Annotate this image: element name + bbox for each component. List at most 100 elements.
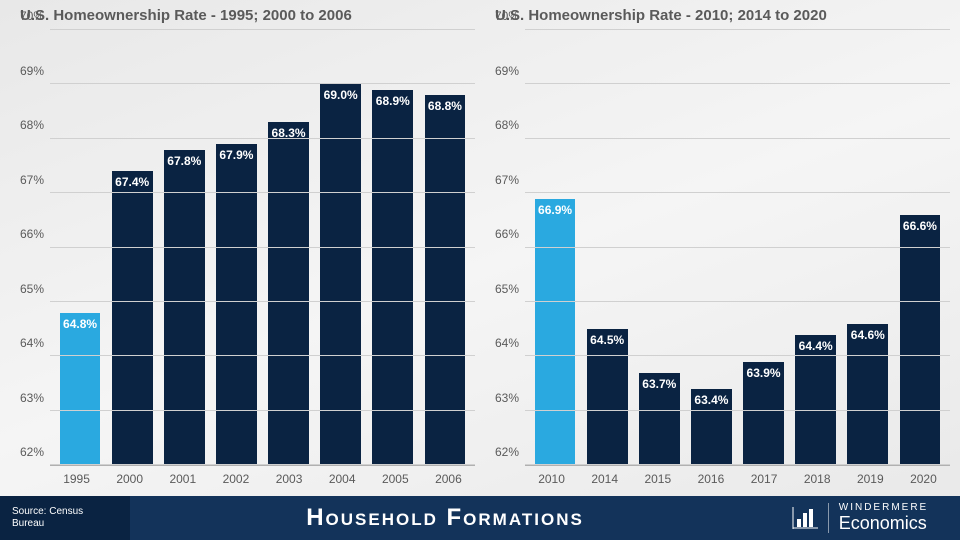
chart-right-bars-area: 66.9% 64.5% 63.7% 63.4% 63.9%64.4% 64.6% 66.6% bbox=[525, 30, 950, 466]
bar-slot: 69.0% bbox=[315, 30, 367, 465]
bar-value-label: 68.9% bbox=[376, 94, 410, 108]
y-tick-label: 63% bbox=[495, 391, 519, 405]
y-tick-label: 69% bbox=[495, 64, 519, 78]
y-tick-label: 64% bbox=[20, 336, 44, 350]
bar: 67.8% bbox=[164, 150, 205, 465]
bar-slot: 67.9% bbox=[210, 30, 262, 465]
x-tick-label: 2000 bbox=[103, 466, 156, 496]
chart-left-x-axis: 19952000200120022003200420052006 bbox=[10, 466, 475, 496]
y-tick-label: 70% bbox=[20, 9, 44, 23]
bar-value-label: 69.0% bbox=[324, 88, 358, 102]
x-tick-label: 2010 bbox=[525, 466, 578, 496]
x-tick-label: 1995 bbox=[50, 466, 103, 496]
bar-slot: 63.7% bbox=[633, 30, 685, 465]
bar-value-label: 67.4% bbox=[115, 175, 149, 189]
gridline bbox=[525, 192, 950, 193]
bar: 64.5% bbox=[587, 329, 628, 465]
footer-title: Household Formations bbox=[130, 496, 760, 540]
bar-value-label: 64.8% bbox=[63, 317, 97, 331]
bar: 64.6% bbox=[847, 324, 888, 465]
bar-value-label: 68.8% bbox=[428, 99, 462, 113]
footer-brand: WINDERMERE Economics bbox=[760, 496, 960, 540]
bar-chart-icon bbox=[792, 507, 818, 529]
bar-value-label: 63.4% bbox=[694, 393, 728, 407]
bar: 64.8% bbox=[60, 313, 101, 465]
bar-slot: 63.9% bbox=[738, 30, 790, 465]
gridline bbox=[50, 247, 475, 248]
bar: 66.6% bbox=[900, 215, 941, 465]
bar: 69.0% bbox=[320, 84, 361, 465]
bar-value-label: 63.7% bbox=[642, 377, 676, 391]
y-tick-label: 70% bbox=[495, 9, 519, 23]
chart-left-plot: 62%63%64%65%66%67%68%69%70% 64.8%67.4%67… bbox=[10, 30, 475, 496]
bar-value-label: 66.9% bbox=[538, 203, 572, 217]
x-tick-label: 2019 bbox=[844, 466, 897, 496]
bar-slot: 64.6% bbox=[842, 30, 894, 465]
gridline bbox=[525, 29, 950, 30]
bar-slot: 68.8% bbox=[419, 30, 471, 465]
gridline bbox=[525, 247, 950, 248]
bar-slot: 64.8% bbox=[54, 30, 106, 465]
y-tick-label: 66% bbox=[20, 227, 44, 241]
gridline bbox=[525, 138, 950, 139]
bar-slot: 68.9% bbox=[367, 30, 419, 465]
y-tick-label: 67% bbox=[20, 173, 44, 187]
bar-slot: 66.9% bbox=[529, 30, 581, 465]
bar-slot: 64.5% bbox=[581, 30, 633, 465]
bar-value-label: 67.9% bbox=[219, 148, 253, 162]
x-tick-label: 2015 bbox=[631, 466, 684, 496]
x-tick-label: 2018 bbox=[791, 466, 844, 496]
gridline bbox=[50, 301, 475, 302]
gridline bbox=[50, 83, 475, 84]
y-tick-label: 64% bbox=[495, 336, 519, 350]
gridline bbox=[50, 410, 475, 411]
bar-value-label: 64.5% bbox=[590, 333, 624, 347]
bar: 63.7% bbox=[639, 373, 680, 465]
y-tick-label: 69% bbox=[20, 64, 44, 78]
bar-value-label: 67.8% bbox=[167, 154, 201, 168]
chart-right-title: U.S. Homeownership Rate - 2010; 2014 to … bbox=[485, 5, 950, 30]
y-tick-label: 65% bbox=[495, 282, 519, 296]
y-tick-label: 63% bbox=[20, 391, 44, 405]
bar-value-label: 64.6% bbox=[851, 328, 885, 342]
x-tick-label: 2002 bbox=[209, 466, 262, 496]
x-tick-label: 2016 bbox=[684, 466, 737, 496]
y-tick-label: 68% bbox=[495, 118, 519, 132]
x-tick-label: 2006 bbox=[422, 466, 475, 496]
chart-left-title: U.S. Homeownership Rate - 1995; 2000 to … bbox=[10, 5, 475, 30]
x-tick-label: 2004 bbox=[316, 466, 369, 496]
bar: 63.4% bbox=[691, 389, 732, 465]
chart-left: U.S. Homeownership Rate - 1995; 2000 to … bbox=[5, 5, 480, 496]
chart-right-y-axis: 62%63%64%65%66%67%68%69%70% bbox=[485, 30, 525, 466]
bar: 63.9% bbox=[743, 362, 784, 465]
gridline bbox=[50, 29, 475, 30]
bar: 66.9% bbox=[535, 199, 576, 465]
chart-right-plot: 62%63%64%65%66%67%68%69%70% 66.9%64.5%63… bbox=[485, 30, 950, 496]
brand-bottom-line: Economics bbox=[839, 514, 928, 533]
x-tick-label: 2005 bbox=[369, 466, 422, 496]
gridline bbox=[525, 410, 950, 411]
charts-row: U.S. Homeownership Rate - 1995; 2000 to … bbox=[0, 0, 960, 496]
x-tick-label: 2020 bbox=[897, 466, 950, 496]
y-tick-label: 65% bbox=[20, 282, 44, 296]
bar: 68.3% bbox=[268, 122, 309, 465]
gridline bbox=[525, 464, 950, 465]
bar-value-label: 66.6% bbox=[903, 219, 937, 233]
x-tick-label: 2001 bbox=[156, 466, 209, 496]
y-tick-label: 62% bbox=[20, 445, 44, 459]
footer-source: Source: Census Bureau bbox=[0, 496, 130, 540]
bar-slot: 63.4% bbox=[685, 30, 737, 465]
bar-slot: 66.6% bbox=[894, 30, 946, 465]
y-tick-label: 66% bbox=[495, 227, 519, 241]
y-tick-label: 62% bbox=[495, 445, 519, 459]
chart-left-y-axis: 62%63%64%65%66%67%68%69%70% bbox=[10, 30, 50, 466]
x-tick-label: 2014 bbox=[578, 466, 631, 496]
gridline bbox=[525, 83, 950, 84]
chart-left-bars-area: 64.8% 67.4% 67.8% 67.9% 68.3% 69.0% 68.9% 68.8% bbox=[50, 30, 475, 466]
gridline bbox=[50, 464, 475, 465]
footer: Source: Census Bureau Household Formatio… bbox=[0, 496, 960, 540]
bar-slot: 68.3% bbox=[263, 30, 315, 465]
x-tick-label: 2003 bbox=[263, 466, 316, 496]
bar-slot: 67.4% bbox=[106, 30, 158, 465]
bar-slot: 64.4% bbox=[790, 30, 842, 465]
